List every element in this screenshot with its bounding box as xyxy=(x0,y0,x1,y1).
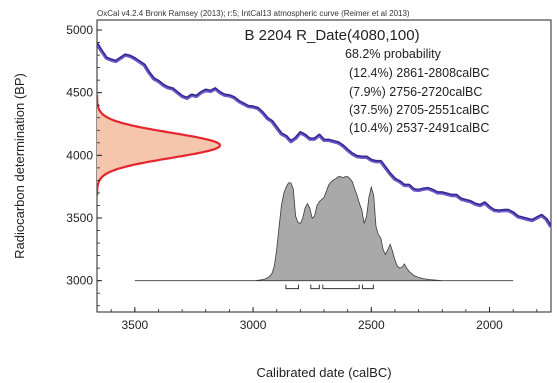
curve-lower-bound xyxy=(97,44,551,229)
y-tick-label: 4000 xyxy=(66,148,93,162)
x-axis-label: Calibrated date (calBC) xyxy=(256,365,391,380)
range-label: (37.5%) 2705-2551calBC xyxy=(349,103,489,117)
chart-title: B 2204 R_Date(4080,100) xyxy=(244,27,419,44)
calibration-curve xyxy=(97,42,551,229)
y-tick-label: 3000 xyxy=(66,274,93,288)
x-tick-label: 3500 xyxy=(121,318,148,332)
x-axis: 3500 3000 2500 2000 xyxy=(110,307,538,332)
y-tick-label: 4500 xyxy=(66,86,93,100)
range-bracket xyxy=(285,284,299,290)
range-label: (12.4%) 2861-2808calBC xyxy=(349,66,489,80)
range-label: (7.9%) 2756-2720calBC xyxy=(349,85,482,99)
y-tick-label: 5000 xyxy=(66,23,93,37)
oxcal-header: OxCal v4.2.4 Bronk Ramsey (2013); r:5; I… xyxy=(97,9,410,18)
range-bracket xyxy=(310,284,320,290)
x-tick-label: 2500 xyxy=(358,318,385,332)
calibrated-date-distribution xyxy=(134,176,514,282)
range-brackets xyxy=(285,284,374,290)
x-tick-label: 2000 xyxy=(476,318,503,332)
calibrated-density-area xyxy=(134,176,514,282)
range-label: (10.4%) 2537-2491calBC xyxy=(349,121,489,135)
y-tick-label: 3500 xyxy=(66,211,93,225)
curve-upper-bound xyxy=(97,42,551,227)
radiocarbon-date-distribution xyxy=(97,95,222,196)
radiocarbon-date-fill xyxy=(97,95,220,196)
probability-heading: 68.2% probability xyxy=(345,47,442,61)
curve-band xyxy=(97,42,551,228)
range-bracket xyxy=(362,284,374,290)
range-bracket xyxy=(322,284,360,290)
x-tick-label: 3000 xyxy=(240,318,267,332)
y-axis-label: Radiocarbon determination (BP) xyxy=(12,73,27,259)
radiocarbon-date-outline xyxy=(97,95,222,196)
y-axis: 3000 3500 4000 4500 5000 xyxy=(66,23,102,307)
